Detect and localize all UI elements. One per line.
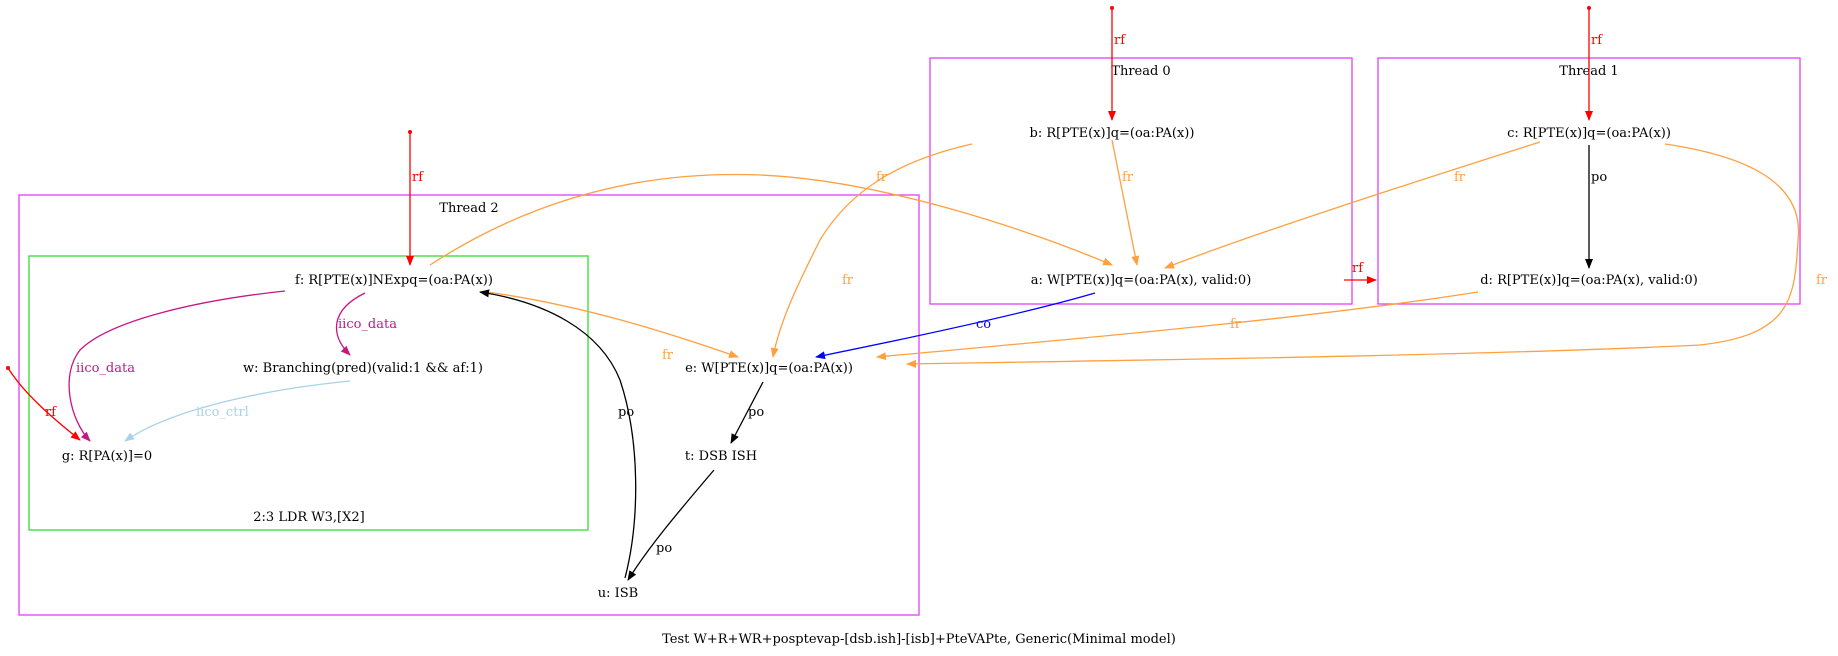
edge-po-e-t: po xyxy=(730,381,764,444)
edge-fr-c-e: fr xyxy=(906,143,1828,368)
thread-0-box xyxy=(929,57,1353,305)
edge-label-rf-c: rf xyxy=(1591,33,1603,48)
edge-label-po-t-u: po xyxy=(656,541,672,556)
edge-label-rf-g: rf xyxy=(45,405,57,420)
node-d: d: R[PTE(x)]q=(oa:PA(x), valid:0) xyxy=(1480,273,1698,288)
edge-fr-b-a: fr xyxy=(1111,139,1140,266)
edge-label-iico-data-f-g: iico_data xyxy=(76,361,135,376)
edge-po-u-f: po xyxy=(479,289,637,579)
node-e: e: W[PTE(x)]q=(oa:PA(x)) xyxy=(685,361,853,376)
edge-label-iico-ctrl-w-g: iico_ctrl xyxy=(196,405,249,420)
edge-iico-ctrl-w-g: iico_ctrl xyxy=(124,380,351,442)
edge-label-iico-data-f-w: iico_data xyxy=(338,317,397,332)
edge-fr-d-e: fr xyxy=(876,291,1479,361)
edge-label-fr-b-e-top: fr xyxy=(876,170,888,185)
edge-label-rf-f: rf xyxy=(412,170,424,185)
edge-po-c-d: po xyxy=(1585,145,1607,269)
edge-po-t-u: po xyxy=(627,469,715,581)
node-c: c: R[PTE(x)]q=(oa:PA(x)) xyxy=(1507,126,1671,141)
edge-co-a-e: co xyxy=(815,292,1096,360)
edge-label-fr-f-e: fr xyxy=(662,348,674,363)
instruction-box xyxy=(28,255,589,531)
edge-rf-a-d: rf xyxy=(1344,261,1377,284)
edge-fr-b-e: fr fr xyxy=(770,143,973,358)
thread-2-box xyxy=(18,194,920,616)
edge-label-po-u-f: po xyxy=(618,405,634,420)
node-a: a: W[PTE(x)]q=(oa:PA(x), valid:0) xyxy=(1031,273,1252,288)
instruction-label: 2:3 LDR W3,[X2] xyxy=(253,510,364,525)
edge-rf-into-b: rf xyxy=(1108,6,1126,121)
edge-fr-c-a: fr xyxy=(1164,141,1541,269)
edge-label-po-e-t: po xyxy=(748,405,764,420)
edge-label-fr-c-a: fr xyxy=(1454,170,1466,185)
edge-label-rf-a-d: rf xyxy=(1352,261,1364,276)
edge-label-fr-d-e: fr xyxy=(1230,317,1242,332)
edge-fr-f-a xyxy=(429,173,1113,266)
node-t: t: DSB ISH xyxy=(685,449,757,464)
edge-label-fr-c-e: fr xyxy=(1816,273,1828,288)
edge-rf-into-c: rf xyxy=(1585,6,1603,121)
node-g: g: R[PA(x)]=0 xyxy=(62,449,152,464)
node-b: b: R[PTE(x)]q=(oa:PA(x)) xyxy=(1030,126,1195,141)
edge-iico-data-f-w: iico_data xyxy=(335,292,397,356)
thread-2-label: Thread 2 xyxy=(439,201,498,216)
node-u: u: ISB xyxy=(598,586,638,601)
edge-iico-data-f-g: iico_data xyxy=(68,290,286,442)
edge-fr-f-e: fr xyxy=(486,291,739,363)
edge-rf-into-f: rf xyxy=(406,130,424,266)
edge-label-fr-b-a: fr xyxy=(1122,170,1134,185)
edge-label-po-c-d: po xyxy=(1591,170,1607,185)
node-w: w: Branching(pred)(valid:1 && af:1) xyxy=(243,361,483,376)
diagram-caption: Test W+R+WR+posptevap-[dsb.ish]-[isb]+Pt… xyxy=(662,632,1176,647)
edge-label-fr-b-e-mid: fr xyxy=(842,273,854,288)
thread-0-label: Thread 0 xyxy=(1111,64,1170,79)
edge-rf-into-g: rf xyxy=(6,366,81,441)
node-f: f: R[PTE(x)]NExpq=(oa:PA(x)) xyxy=(295,273,493,288)
edge-label-co-a-e: co xyxy=(976,317,991,332)
edge-label-rf-b: rf xyxy=(1114,33,1126,48)
